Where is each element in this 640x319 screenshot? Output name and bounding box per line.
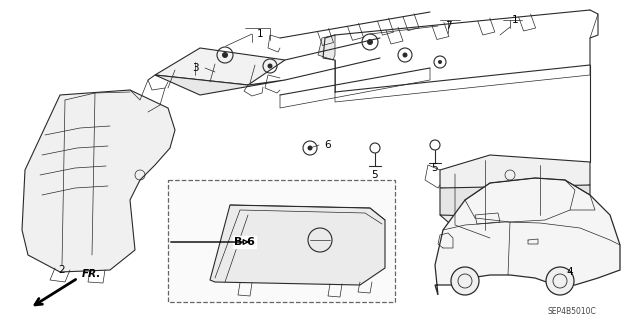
Text: 1: 1 xyxy=(257,29,263,39)
Text: 1: 1 xyxy=(512,15,518,25)
Text: 5: 5 xyxy=(432,163,438,173)
Text: SEP4B5010C: SEP4B5010C xyxy=(548,308,596,316)
Text: 2: 2 xyxy=(59,265,65,275)
Circle shape xyxy=(403,53,408,57)
Circle shape xyxy=(438,60,442,64)
Circle shape xyxy=(451,267,479,295)
Polygon shape xyxy=(155,75,285,95)
Polygon shape xyxy=(318,35,335,60)
Circle shape xyxy=(307,145,312,151)
Text: B-6: B-6 xyxy=(234,237,255,247)
Polygon shape xyxy=(440,215,590,250)
Polygon shape xyxy=(435,178,620,295)
Polygon shape xyxy=(155,48,285,85)
Text: 5: 5 xyxy=(372,170,378,180)
Circle shape xyxy=(546,267,574,295)
Circle shape xyxy=(367,39,373,45)
Polygon shape xyxy=(440,185,590,230)
Text: 6: 6 xyxy=(324,140,332,150)
Polygon shape xyxy=(210,205,385,285)
Circle shape xyxy=(268,63,273,69)
Circle shape xyxy=(222,52,228,58)
Text: 4: 4 xyxy=(566,267,573,277)
Polygon shape xyxy=(22,90,175,272)
Text: 3: 3 xyxy=(192,63,198,73)
Polygon shape xyxy=(440,155,590,195)
Bar xyxy=(168,180,395,302)
Text: FR.: FR. xyxy=(82,269,101,279)
Text: 7: 7 xyxy=(445,21,451,31)
